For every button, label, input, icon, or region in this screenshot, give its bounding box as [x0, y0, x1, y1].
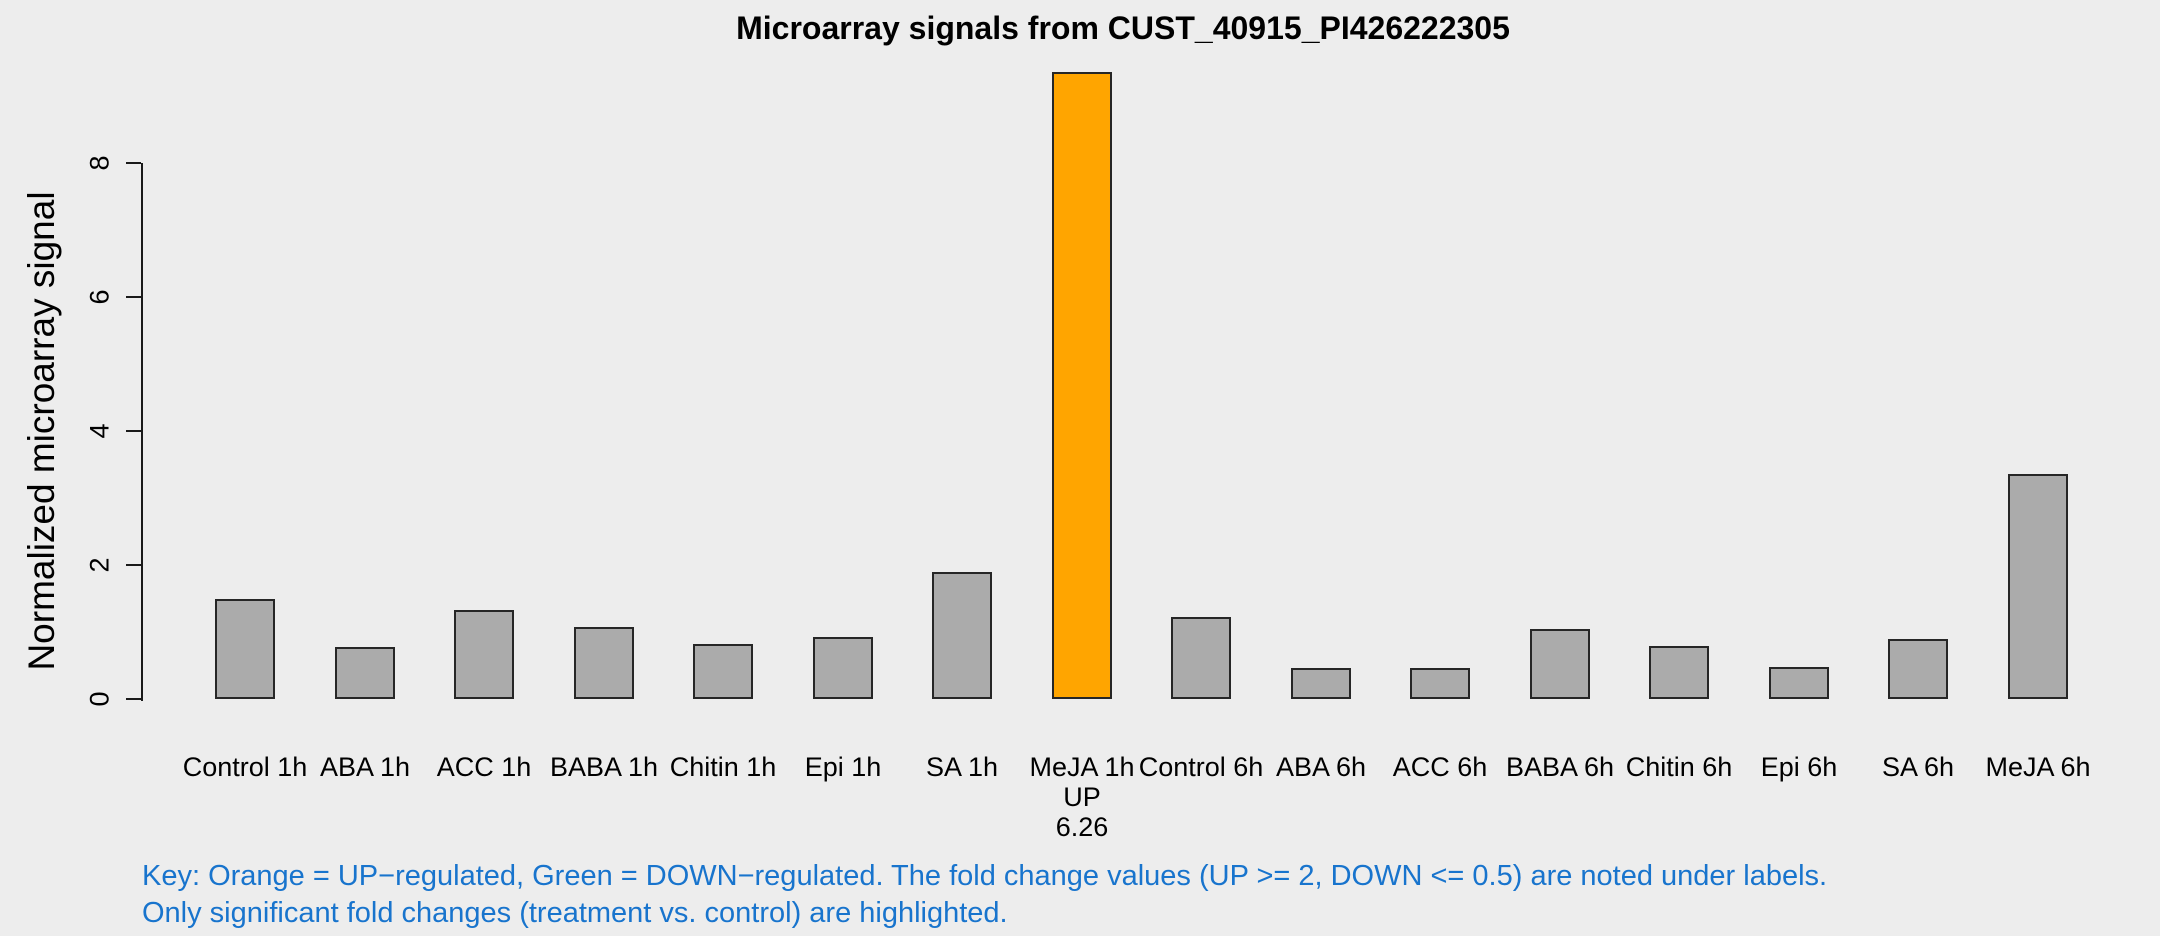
chart-key-line-1: Key: Orange = UP−regulated, Green = DOWN…: [142, 860, 1828, 892]
bar-aba-1h: [335, 647, 395, 699]
x-label-meja-1h: MeJA 1h UP 6.26: [1002, 752, 1162, 842]
chart-key: Key: Orange = UP−regulated, Green = DOWN…: [142, 858, 1827, 932]
y-tick-mark-2: [126, 564, 141, 566]
y-tick-label-8: 8: [84, 155, 115, 171]
x-label-text: ACC 1h: [436, 752, 532, 782]
fold-change-annotation-line-2: 6.26: [1055, 812, 1109, 842]
chart-title: Microarray signals from CUST_40915_PI426…: [736, 10, 1510, 46]
x-label-control-6h: Control 6h: [1121, 752, 1281, 782]
x-label-text: SA 1h: [925, 752, 999, 782]
x-label-epi-6h: Epi 6h: [1719, 752, 1879, 782]
x-label-sa-1h: SA 1h: [882, 752, 1042, 782]
bar-chitin-1h: [693, 644, 753, 699]
x-label-text: ABA 1h: [319, 752, 411, 782]
x-label-baba-1h: BABA 1h: [524, 752, 684, 782]
x-label-baba-6h: BABA 6h: [1480, 752, 1640, 782]
x-label-chitin-1h: Chitin 1h: [643, 752, 803, 782]
x-label-epi-1h: Epi 1h: [763, 752, 923, 782]
x-label-aba-6h: ABA 6h: [1241, 752, 1401, 782]
x-label-text: MeJA 1h: [1029, 752, 1135, 782]
x-label-acc-6h: ACC 6h: [1360, 752, 1520, 782]
x-label-text: Chitin 6h: [1625, 752, 1733, 782]
x-label-text: ACC 6h: [1392, 752, 1488, 782]
bar-sa-6h: [1888, 639, 1948, 699]
bar-chitin-6h: [1649, 646, 1709, 699]
y-tick-label-6: 6: [84, 289, 115, 305]
x-label-text: SA 6h: [1881, 752, 1955, 782]
bar-epi-6h: [1769, 667, 1829, 699]
x-label-text: MeJA 6h: [1985, 752, 2091, 782]
x-label-meja-6h: MeJA 6h: [1958, 752, 2118, 782]
y-tick-mark-4: [126, 430, 141, 432]
y-tick-mark-8: [126, 162, 141, 164]
x-label-sa-6h: SA 6h: [1838, 752, 1998, 782]
bar-acc-6h: [1410, 668, 1470, 699]
x-label-text: ABA 6h: [1275, 752, 1367, 782]
y-tick-label-4: 4: [84, 423, 115, 439]
bar-baba-1h: [574, 627, 634, 699]
x-label-text: BABA 1h: [549, 752, 659, 782]
bar-meja-6h: [2008, 474, 2068, 699]
bar-acc-1h: [454, 610, 514, 699]
x-label-text: Control 1h: [182, 752, 308, 782]
y-tick-label-2: 2: [84, 557, 115, 573]
chart-key-line-2: Only significant fold changes (treatment…: [142, 897, 1008, 929]
x-label-text: Chitin 1h: [669, 752, 777, 782]
bar-control-6h: [1171, 617, 1231, 699]
x-label-acc-1h: ACC 1h: [404, 752, 564, 782]
x-label-text: Epi 6h: [1760, 752, 1838, 782]
bar-aba-6h: [1291, 668, 1351, 699]
bar-sa-1h: [932, 572, 992, 699]
bar-baba-6h: [1530, 629, 1590, 699]
y-axis-line: [141, 163, 143, 701]
x-label-chitin-6h: Chitin 6h: [1599, 752, 1759, 782]
y-tick-label-0: 0: [84, 691, 115, 707]
x-label-text: BABA 6h: [1505, 752, 1615, 782]
bar-control-1h: [215, 599, 275, 699]
y-axis-label: Normalized microarray signal: [21, 191, 62, 671]
bar-epi-1h: [813, 637, 873, 699]
x-label-aba-1h: ABA 1h: [285, 752, 445, 782]
fold-change-annotation-line-1: UP: [1063, 782, 1101, 812]
x-label-text: Epi 1h: [804, 752, 882, 782]
x-label-control-1h: Control 1h: [165, 752, 325, 782]
x-label-text: Control 6h: [1138, 752, 1264, 782]
y-tick-mark-0: [126, 698, 141, 700]
y-tick-mark-6: [126, 296, 141, 298]
bar-meja-1h: [1052, 72, 1112, 699]
